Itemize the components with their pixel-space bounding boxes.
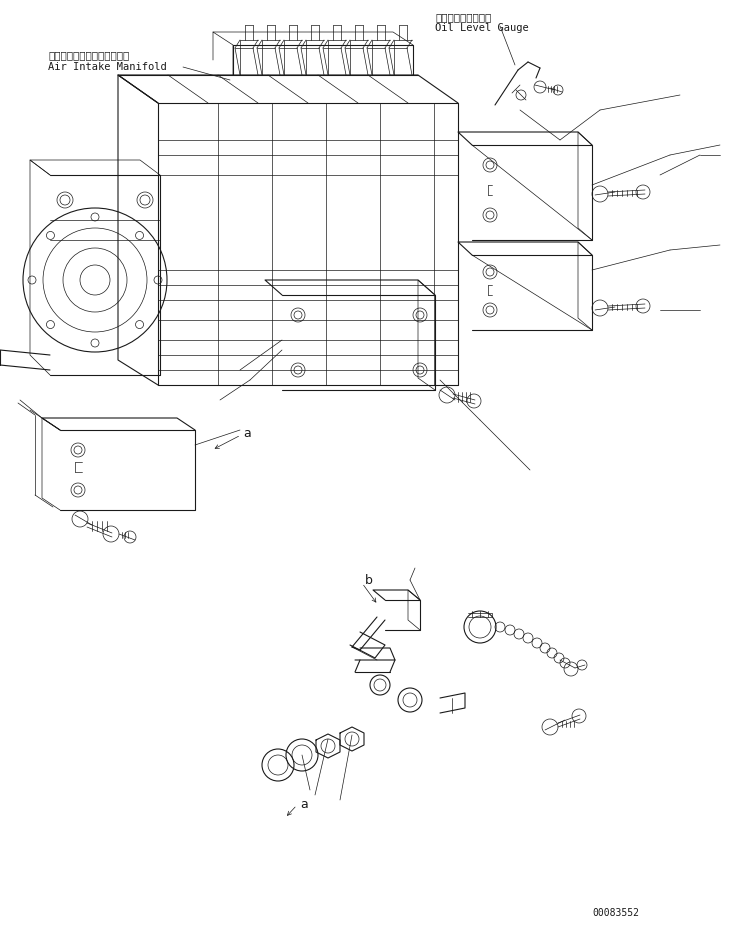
- Text: a: a: [243, 427, 250, 440]
- Text: a: a: [300, 798, 308, 811]
- Text: エアーインテークマニホルド: エアーインテークマニホルド: [48, 50, 129, 60]
- Text: オイルレベルゲージ: オイルレベルゲージ: [435, 12, 491, 22]
- Text: b: b: [365, 574, 373, 587]
- Text: Air Intake Manifold: Air Intake Manifold: [48, 62, 166, 72]
- Text: 00083552: 00083552: [592, 908, 639, 918]
- Text: Oil Level Gauge: Oil Level Gauge: [435, 23, 529, 33]
